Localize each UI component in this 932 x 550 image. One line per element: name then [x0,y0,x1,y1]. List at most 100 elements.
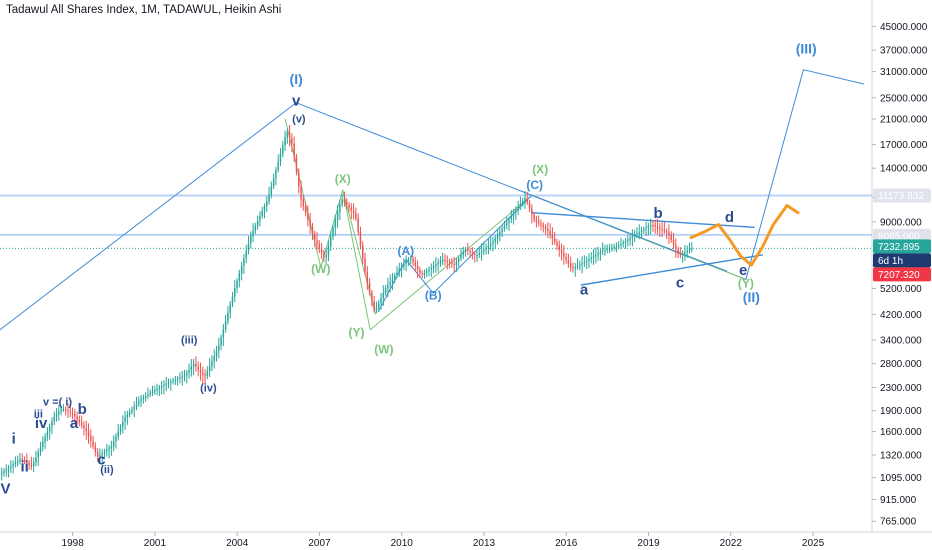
x-tick-label: 2001 [144,538,167,549]
candle-body [240,265,243,274]
y-tick-label: 25000.000 [880,93,928,104]
candle-body [595,254,597,257]
y-tick-label: 4200.000 [880,310,922,321]
y-tick-label: 915.000 [880,495,917,506]
wave-label: c [97,452,105,469]
candle-body [615,246,618,248]
candle-body [142,397,145,399]
candle-body [663,230,666,232]
candle-body [649,225,652,227]
candle-body [542,225,545,227]
triangle-lower[interactable] [580,254,764,286]
candle-body [631,236,634,238]
candle-body [144,395,147,398]
candle-body [64,408,67,411]
wave-label: (B) [425,288,442,302]
candle-body [323,252,325,258]
candle-body [487,245,490,248]
candle-body [138,401,140,405]
triangle-upper[interactable] [531,212,755,229]
candle-body [320,248,323,253]
tag-open-price-bg [873,267,931,282]
candle-body [681,253,684,255]
candle-body [604,249,606,251]
candle-body [350,207,353,211]
candle-body [206,371,209,377]
candle-body [243,258,245,266]
candle-body [540,223,542,226]
candle-body [485,247,487,250]
candle-body [428,269,430,272]
orange-projection[interactable] [689,203,800,267]
y-tick-label: 21000.000 [880,114,928,125]
candle-body [508,219,510,223]
candle-body [284,137,286,146]
candle-body [147,394,149,396]
candle-body [309,220,311,227]
candle-body [302,199,305,207]
y-tick-label: 14000.000 [880,164,928,175]
x-tick-label: 2007 [308,538,331,549]
candle-body [489,243,492,246]
candle-body [133,406,135,410]
candle-body [272,178,275,187]
candle-body [565,256,567,261]
candle-body [101,453,103,455]
wave-label: e [739,262,747,279]
candle-body [576,265,579,268]
candle-body [106,449,108,452]
candle-body [393,275,396,279]
x-tick-label: 2010 [391,538,414,549]
candle-body [382,293,385,298]
wave-green-leg[interactable] [342,189,377,315]
candle-body [375,307,378,311]
candle-body [288,132,291,139]
candle-body [16,460,19,463]
candle-body [181,376,183,378]
candle-body [496,235,499,239]
candles [0,124,693,481]
candle-body [528,202,531,209]
candle-body [425,271,428,273]
y-tick-label: 1600.000 [880,427,922,438]
candle-body [336,211,339,220]
candle-body [32,462,35,467]
candle-body [414,262,417,266]
candle-body [611,247,613,249]
candle-body [26,461,28,464]
wave-label: iii [34,408,43,420]
wave-green-path[interactable] [284,118,744,331]
candle-body [96,451,99,457]
candle-body [12,464,14,467]
candle-body [126,414,129,418]
candle-body [304,206,307,214]
candle-body [122,421,124,427]
tag-countdown: 6d 1h [878,256,903,267]
candle-body [300,186,302,200]
candle-body [3,471,5,473]
candle-body [544,226,547,229]
candle-body [665,231,668,233]
candle-body [563,253,565,257]
candle-body [167,382,170,384]
projection-iii[interactable] [745,69,865,280]
candle-body [597,253,599,255]
candle-body [691,248,693,250]
candle-body [441,259,444,262]
trendline-upper[interactable] [0,102,297,331]
candle-body [483,249,485,252]
candle-body [298,171,300,187]
candle-body [131,409,133,412]
candle-body [10,466,12,468]
candle-body [659,227,661,229]
candle-body [339,204,341,212]
candle-body [361,245,364,259]
candle-body [599,251,602,254]
y-tick-label: 37000.000 [880,46,928,57]
candle-body [448,261,451,263]
candle-body [343,199,346,203]
candle-body [165,383,167,385]
candle-body [51,421,53,427]
